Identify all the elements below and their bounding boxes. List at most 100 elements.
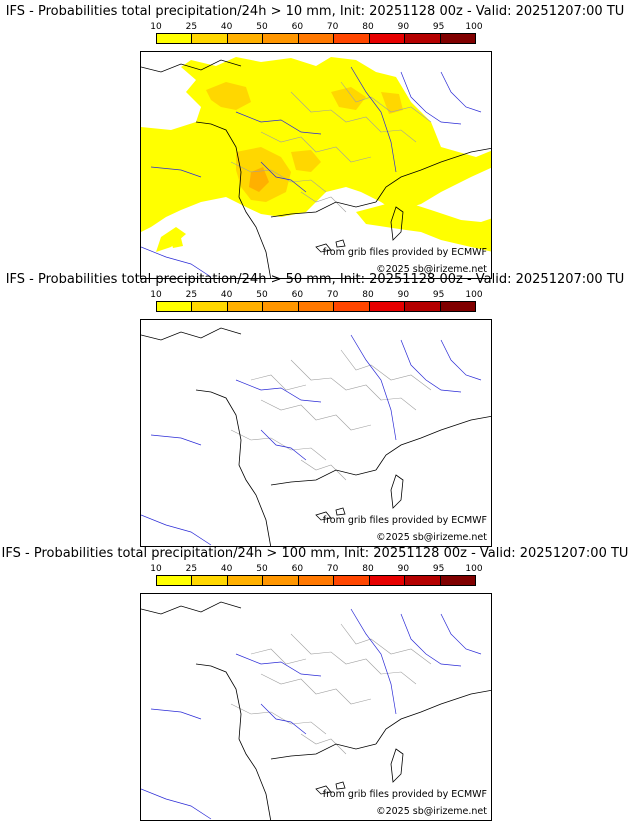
colorbar-swatch xyxy=(263,302,299,311)
map-graphic xyxy=(141,57,491,278)
colorbar-tick-label: 50 xyxy=(256,290,268,300)
colorbar-swatch xyxy=(298,34,335,43)
colorbar: 10 25 40 50 60 70 80 90 95 100 xyxy=(150,290,483,316)
country-borders xyxy=(230,623,432,755)
colorbar-swatch xyxy=(440,576,475,585)
colorbar-tick-label: 70 xyxy=(326,290,339,300)
precip-area-orange-5 xyxy=(381,92,403,114)
map-graphic xyxy=(141,327,491,546)
rivers xyxy=(141,66,482,278)
precip-map: from grib files provided by ECMWF ©2025 … xyxy=(140,319,492,547)
colorbar-swatch xyxy=(369,576,406,585)
colorbar-tick-label: 80 xyxy=(362,290,374,300)
map-panel-100mm: IFS - Probabilities total precipitation/… xyxy=(0,546,630,821)
precip-area-yellow xyxy=(141,57,491,232)
copyright-credit: ©2025 sb@irizeme.net xyxy=(376,264,487,275)
colorbar-labels: 10 25 40 50 60 70 80 90 95 100 xyxy=(150,22,482,32)
panel-title: IFS - Probabilities total precipitation/… xyxy=(5,4,625,19)
precip-area-dark-orange xyxy=(249,167,269,192)
colorbar-tick-label: 95 xyxy=(432,22,445,32)
colorbar-tick-label: 10 xyxy=(150,564,162,574)
colorbar-boxes xyxy=(156,575,476,586)
map-panel-10mm: IFS - Probabilities total precipitation/… xyxy=(0,4,630,279)
colorbar-swatch xyxy=(334,34,370,43)
colorbar-tick-label: 90 xyxy=(397,290,410,300)
colorbar-tick-label: 80 xyxy=(362,564,374,574)
colorbar-tick-label: 100 xyxy=(465,290,483,300)
colorbar-tick-label: 40 xyxy=(220,564,233,574)
colorbar-tick-label: 50 xyxy=(256,22,268,32)
colorbar-swatch xyxy=(405,34,441,43)
colorbar-boxes xyxy=(156,33,476,44)
colorbar-swatch xyxy=(405,302,441,311)
panel-title: IFS - Probabilities total precipitation/… xyxy=(5,272,625,287)
country-borders xyxy=(230,81,432,213)
colorbar-swatch xyxy=(334,576,370,585)
colorbar-tick-label: 70 xyxy=(326,564,339,574)
colorbar-tick-label: 60 xyxy=(291,564,304,574)
precip-shading xyxy=(141,57,491,252)
coastline xyxy=(141,601,491,820)
colorbar-labels: 10 25 40 50 60 70 80 90 95 100 xyxy=(150,564,482,574)
precip-area-orange-3 xyxy=(291,150,321,172)
map-graphic xyxy=(141,601,491,820)
colorbar-swatch xyxy=(369,302,406,311)
colorbar-tick-label: 25 xyxy=(185,290,198,300)
colorbar-swatch xyxy=(192,34,228,43)
precip-map: from grib files provided by ECMWF ©2025 … xyxy=(140,593,492,821)
colorbar-tick-label: 60 xyxy=(291,22,304,32)
rivers xyxy=(141,608,482,820)
source-credit: from grib files provided by ECMWF xyxy=(322,515,487,526)
colorbar-labels: 10 25 40 50 60 70 80 90 95 100 xyxy=(150,290,482,300)
colorbar-tick-label: 10 xyxy=(150,290,162,300)
colorbar-swatch xyxy=(192,576,228,585)
rivers xyxy=(141,334,482,546)
colorbar-tick-label: 80 xyxy=(362,22,374,32)
precip-area-yellow-west xyxy=(156,227,186,252)
colorbar-tick-label: 95 xyxy=(432,290,445,300)
precip-map: from grib files provided by ECMWF ©2025 … xyxy=(140,51,492,279)
precip-area-yellow-corsica xyxy=(356,202,491,252)
colorbar: 10 25 40 50 60 70 80 90 95 100 xyxy=(150,564,483,590)
colorbar: 10 25 40 50 60 70 80 90 95 100 xyxy=(150,22,483,48)
colorbar-swatch xyxy=(263,34,299,43)
colorbar-tick-label: 70 xyxy=(326,22,339,32)
colorbar-tick-label: 40 xyxy=(220,290,233,300)
colorbar-swatch xyxy=(440,302,475,311)
colorbar-tick-label: 100 xyxy=(465,564,483,574)
precip-area-orange-4 xyxy=(331,87,366,110)
colorbar-tick-label: 10 xyxy=(150,22,162,32)
coastline xyxy=(141,59,491,278)
country-borders xyxy=(230,349,432,481)
colorbar-tick-label: 90 xyxy=(397,22,410,32)
colorbar-swatch xyxy=(227,302,264,311)
colorbar-tick-label: 25 xyxy=(185,564,198,574)
colorbar-tick-label: 95 xyxy=(432,564,445,574)
colorbar-tick-label: 100 xyxy=(465,22,483,32)
colorbar-swatch xyxy=(227,34,264,43)
colorbar-swatch xyxy=(440,34,475,43)
colorbar-swatch xyxy=(263,576,299,585)
colorbar-swatch xyxy=(369,34,406,43)
colorbar-swatch xyxy=(227,576,264,585)
colorbar-swatch xyxy=(298,302,335,311)
colorbar-swatch xyxy=(157,576,193,585)
colorbar-swatch xyxy=(157,34,193,43)
colorbar-tick-label: 50 xyxy=(256,564,268,574)
precip-area-yellow-small xyxy=(171,238,183,248)
colorbar-swatch xyxy=(405,576,441,585)
precip-area-orange-1 xyxy=(206,82,251,110)
colorbar-swatch xyxy=(298,576,335,585)
copyright-credit: ©2025 sb@irizeme.net xyxy=(376,806,487,817)
coastline xyxy=(141,327,491,546)
colorbar-tick-label: 40 xyxy=(220,22,233,32)
colorbar-tick-label: 60 xyxy=(291,290,304,300)
colorbar-swatch xyxy=(157,302,193,311)
colorbar-swatch xyxy=(192,302,228,311)
colorbar-swatch xyxy=(334,302,370,311)
colorbar-tick-label: 25 xyxy=(185,22,198,32)
map-panel-50mm: IFS - Probabilities total precipitation/… xyxy=(0,272,630,547)
colorbar-tick-label: 90 xyxy=(397,564,410,574)
source-credit: from grib files provided by ECMWF xyxy=(322,789,487,800)
panel-title: IFS - Probabilities total precipitation/… xyxy=(1,546,629,561)
